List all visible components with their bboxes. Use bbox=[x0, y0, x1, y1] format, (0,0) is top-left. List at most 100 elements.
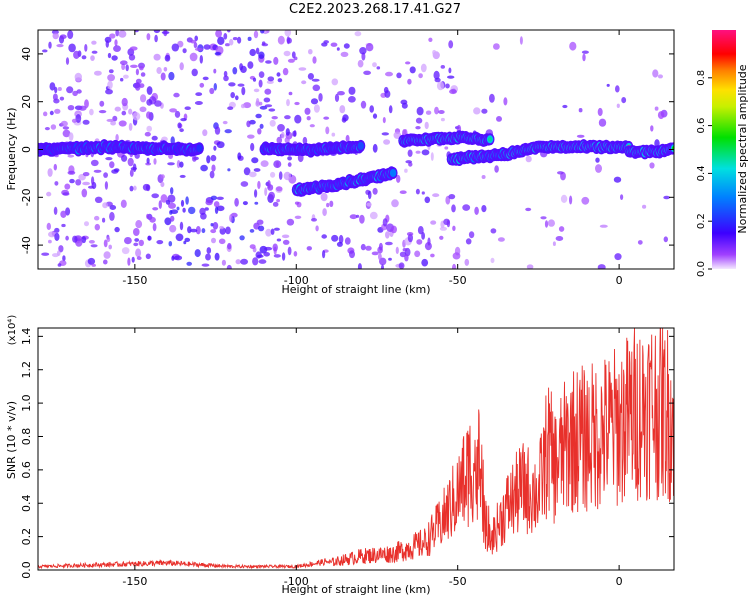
noise-blob bbox=[248, 171, 257, 178]
noise-blob bbox=[144, 131, 151, 137]
noise-blob bbox=[402, 248, 408, 252]
noise-blob bbox=[84, 44, 88, 52]
noise-blob bbox=[654, 106, 659, 111]
noise-blob bbox=[336, 47, 340, 51]
noise-blob bbox=[284, 137, 290, 144]
noise-blob bbox=[176, 206, 180, 211]
noise-blob bbox=[348, 96, 356, 103]
noise-blob bbox=[255, 100, 260, 107]
noise-blob bbox=[432, 49, 437, 56]
noise-blob bbox=[264, 246, 273, 251]
noise-blob bbox=[540, 216, 547, 220]
noise-blob bbox=[121, 63, 126, 70]
noise-blob bbox=[94, 70, 102, 76]
noise-blob bbox=[264, 104, 273, 108]
noise-blob bbox=[260, 30, 265, 34]
noise-blob bbox=[219, 225, 224, 230]
noise-blob bbox=[311, 218, 317, 222]
noise-blob bbox=[242, 201, 248, 206]
noise-blob bbox=[192, 155, 197, 162]
noise-blob bbox=[133, 185, 137, 191]
noise-blob bbox=[271, 116, 278, 120]
noise-blob bbox=[213, 201, 220, 208]
noise-blob bbox=[360, 243, 366, 251]
noise-blob bbox=[494, 165, 499, 173]
noise-blob bbox=[241, 86, 246, 96]
noise-blob bbox=[481, 108, 488, 114]
noise-blob bbox=[164, 54, 171, 62]
noise-blob bbox=[357, 59, 364, 68]
snr-series-line bbox=[38, 328, 674, 570]
noise-blob bbox=[87, 257, 96, 265]
noise-blob bbox=[398, 262, 405, 269]
noise-blob bbox=[264, 88, 272, 95]
noise-blob bbox=[287, 162, 292, 167]
noise-blob bbox=[65, 57, 70, 65]
noise-blob bbox=[56, 44, 64, 48]
noise-blob bbox=[147, 235, 152, 241]
noise-blob bbox=[557, 171, 564, 175]
noise-blob bbox=[78, 105, 87, 111]
noise-blob bbox=[149, 216, 156, 223]
noise-blob bbox=[277, 35, 285, 45]
noise-blob bbox=[372, 187, 378, 195]
noise-blob bbox=[405, 61, 411, 65]
noise-blob bbox=[544, 220, 549, 228]
noise-blob bbox=[121, 110, 127, 116]
noise-blob bbox=[146, 99, 153, 106]
noise-blob bbox=[330, 42, 338, 47]
noise-blob bbox=[232, 67, 238, 75]
noise-blob bbox=[439, 226, 447, 231]
snr-ylabel: SNR (10 * v/v) bbox=[5, 401, 18, 479]
noise-blob bbox=[272, 201, 279, 207]
noise-blob bbox=[200, 164, 208, 172]
noise-blob bbox=[270, 171, 276, 178]
noise-blob bbox=[62, 129, 71, 138]
noise-blob bbox=[235, 259, 241, 265]
noise-blob bbox=[650, 125, 654, 132]
noise-blob bbox=[94, 223, 101, 231]
noise-blob bbox=[273, 254, 281, 258]
noise-blob bbox=[132, 112, 141, 121]
noise-blob bbox=[251, 157, 259, 164]
noise-blob bbox=[206, 247, 212, 254]
noise-blob bbox=[52, 93, 58, 101]
noise-blob bbox=[82, 119, 90, 125]
noise-blob bbox=[194, 35, 198, 42]
noise-blob bbox=[282, 67, 289, 76]
noise-blob bbox=[349, 214, 358, 220]
noise-blob bbox=[61, 223, 66, 228]
noise-blob bbox=[210, 223, 214, 227]
noise-blob bbox=[273, 227, 280, 231]
noise-blob bbox=[615, 85, 620, 93]
x-tick-label: -100 bbox=[284, 274, 309, 287]
noise-blob bbox=[439, 235, 444, 240]
noise-blob bbox=[106, 236, 111, 243]
noise-blob bbox=[128, 54, 136, 61]
noise-blob bbox=[226, 264, 232, 269]
noise-blob bbox=[562, 104, 568, 109]
noise-blob bbox=[277, 124, 285, 132]
noise-blob bbox=[216, 141, 225, 149]
noise-blob bbox=[125, 64, 129, 72]
noise-blob bbox=[81, 188, 88, 198]
noise-blob bbox=[160, 194, 168, 203]
noise-blob bbox=[90, 244, 98, 248]
noise-blob bbox=[249, 119, 256, 125]
noise-blob bbox=[153, 30, 160, 34]
noise-blob bbox=[421, 258, 429, 267]
noise-blob bbox=[168, 241, 173, 247]
noise-blob bbox=[180, 199, 185, 207]
noise-blob bbox=[199, 82, 205, 88]
noise-blob bbox=[606, 83, 610, 87]
noise-blob bbox=[52, 253, 59, 258]
noise-blob bbox=[315, 225, 319, 232]
noise-blob bbox=[304, 107, 311, 115]
noise-blob bbox=[385, 241, 393, 246]
noise-blob bbox=[519, 36, 523, 45]
noise-blob bbox=[109, 33, 116, 39]
track-blob-core bbox=[197, 146, 202, 151]
noise-blob bbox=[156, 67, 162, 74]
noise-blob bbox=[268, 108, 276, 112]
noise-blob bbox=[313, 104, 320, 113]
